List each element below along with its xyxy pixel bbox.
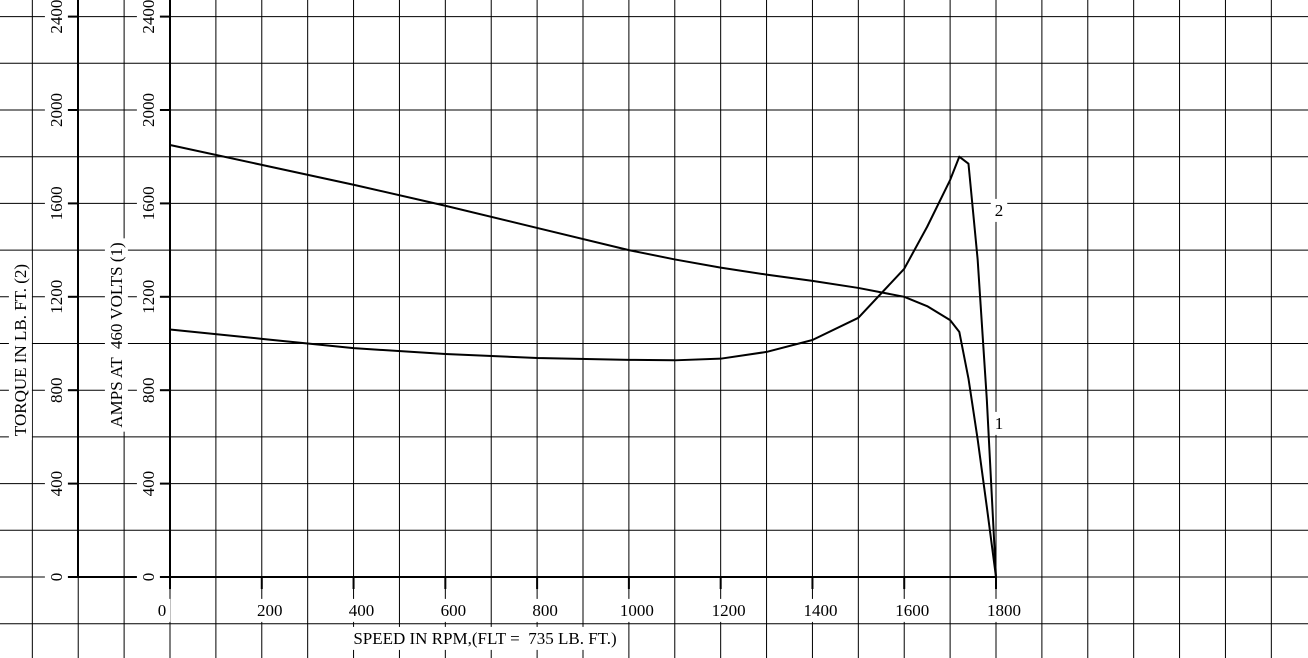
x-axis-title-bg xyxy=(349,626,621,650)
y-tick-label-bg xyxy=(136,466,160,501)
x-tick-label-bg xyxy=(253,598,287,622)
y-axis-title-bg xyxy=(104,238,128,432)
x-tick-label-group: 1000 xyxy=(615,598,658,622)
y2-tick-label-group: 0 xyxy=(44,568,68,586)
x-tick-label-group: 1400 xyxy=(799,598,842,622)
y2-tick-label: 1200 xyxy=(47,280,66,314)
curve-label-bg xyxy=(990,411,1008,435)
x-tick-label-group: 1800 xyxy=(983,598,1025,622)
x-tick-label-group: 400 xyxy=(344,598,379,622)
y-tick-label: 0 xyxy=(139,573,158,582)
x-tick-label-group: 200 xyxy=(253,598,287,622)
x-tick-label-bg xyxy=(799,598,842,622)
x-tick-label: 1800 xyxy=(987,601,1021,620)
y2-tick-label: 2400 xyxy=(47,0,66,34)
x-tick-label-bg xyxy=(707,598,750,622)
y2-tick-label-bg xyxy=(44,466,68,501)
y-tick-label-bg xyxy=(136,0,160,38)
y2-tick-label-bg xyxy=(44,182,68,225)
x-tick-label-group: 0 xyxy=(153,598,171,622)
y2-tick-label-group: 1600 xyxy=(44,182,68,225)
y-tick-label: 2400 xyxy=(139,0,158,34)
y-tick-label-bg xyxy=(136,568,160,586)
y-tick-label-bg xyxy=(136,89,160,131)
y2-tick-label-bg xyxy=(44,373,68,407)
x-tick-label: 600 xyxy=(441,601,467,620)
x-tick-label-bg xyxy=(983,598,1025,622)
curve-label-group: 1 xyxy=(990,411,1008,435)
y-tick-label: 2000 xyxy=(139,93,158,127)
x-tick-label-bg xyxy=(436,598,471,622)
x-tick-label: 200 xyxy=(257,601,283,620)
curve-label-bg xyxy=(990,198,1008,222)
y-tick-label: 400 xyxy=(139,471,158,497)
y2-tick-label-bg xyxy=(44,275,68,318)
curve-label: 1 xyxy=(995,414,1004,433)
curve xyxy=(169,144,997,578)
x-tick-label-group: 600 xyxy=(436,598,471,622)
x-tick-label-bg xyxy=(344,598,379,622)
y2-tick-label: 0 xyxy=(47,573,66,582)
y-tick-label-group: 400 xyxy=(136,466,160,501)
x-tick-label: 1200 xyxy=(712,601,746,620)
y-tick-label-bg xyxy=(136,373,160,407)
y-axis-title-group: AMPS AT 460 VOLTS (1) xyxy=(104,238,128,432)
y2-tick-label-bg xyxy=(44,568,68,586)
y-tick-label-group: 2400 xyxy=(136,0,160,38)
y2-tick-label-group: 1200 xyxy=(44,275,68,318)
x-tick-label-bg xyxy=(615,598,658,622)
y-axis-title: AMPS AT 460 VOLTS (1) xyxy=(107,242,126,427)
x-axis-title-group: SPEED IN RPM,(FLT = 735 LB. FT.) xyxy=(349,626,621,650)
y2-tick-label: 1600 xyxy=(47,186,66,220)
y2-tick-label-group: 400 xyxy=(44,466,68,501)
y2-tick-label-bg xyxy=(44,89,68,131)
y-tick-label-group: 1200 xyxy=(136,275,160,318)
y2-axis-title-group: TORQUE IN LB. FT. (2) xyxy=(8,259,32,441)
x-tick-label: 0 xyxy=(158,601,167,620)
y2-tick-label-group: 2400 xyxy=(44,0,68,38)
x-tick-label: 1000 xyxy=(620,601,654,620)
y2-tick-label: 2000 xyxy=(47,93,66,127)
y2-axis-title: TORQUE IN LB. FT. (2) xyxy=(11,264,30,436)
y-tick-label-group: 0 xyxy=(136,568,160,586)
y2-tick-label: 400 xyxy=(47,471,66,497)
curve-label: 2 xyxy=(995,201,1004,220)
x-tick-label-group: 800 xyxy=(528,598,562,622)
y-tick-label-bg xyxy=(136,182,160,225)
x-tick-label-group: 1600 xyxy=(891,598,934,622)
y-tick-label: 1200 xyxy=(139,280,158,314)
y2-tick-label-group: 800 xyxy=(44,373,68,407)
y2-tick-label: 800 xyxy=(47,377,66,403)
x-tick-label-group: 1200 xyxy=(707,598,750,622)
x-tick-label-bg xyxy=(528,598,562,622)
y-tick-label: 1600 xyxy=(139,186,158,220)
x-tick-label-bg xyxy=(891,598,934,622)
y2-tick-label-group: 2000 xyxy=(44,89,68,131)
x-tick-label: 800 xyxy=(532,601,558,620)
y-tick-label-group: 1600 xyxy=(136,182,160,225)
curve-label-group: 2 xyxy=(990,198,1008,222)
x-tick-label-bg xyxy=(153,598,171,622)
curve xyxy=(169,155,997,578)
y2-tick-label-bg xyxy=(44,0,68,38)
x-tick-label: 1600 xyxy=(895,601,929,620)
y2-axis-title-bg xyxy=(8,259,32,441)
x-tick-label: 1400 xyxy=(803,601,837,620)
y-tick-label: 800 xyxy=(139,377,158,403)
x-axis-title: SPEED IN RPM,(FLT = 735 LB. FT.) xyxy=(353,629,616,648)
y-tick-label-group: 2000 xyxy=(136,89,160,131)
y-tick-label-group: 800 xyxy=(136,373,160,407)
x-tick-label: 400 xyxy=(349,601,375,620)
y-tick-label-bg xyxy=(136,275,160,318)
